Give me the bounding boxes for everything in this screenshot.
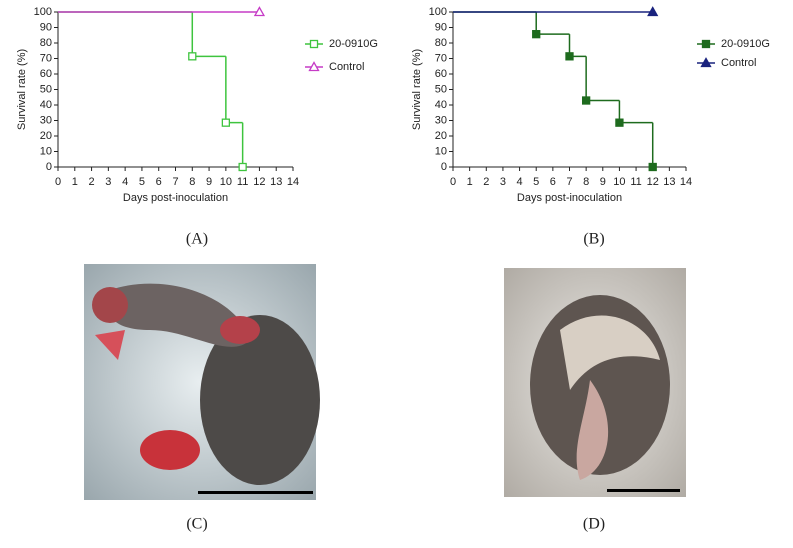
point [615,118,624,127]
y-tick-label: 0 [46,161,52,173]
point [565,52,574,61]
x-tick-label: 11 [237,176,248,188]
x-tick-label: 14 [287,176,299,188]
x-tick-label: 5 [533,176,539,188]
x-tick-label: 1 [72,176,78,188]
x-tick-label: 8 [189,176,195,188]
x-tick-label: 13 [270,176,282,188]
y-tick-label: 30 [40,114,52,126]
point [188,52,197,61]
x-tick-label: 14 [680,176,692,188]
legend-label: Control [329,61,364,73]
point [221,118,231,127]
point [648,162,657,172]
legend-label: 20-0910G [329,38,378,50]
x-tick-label: 7 [566,176,572,188]
y-tick-label: 80 [40,37,52,49]
y-tick-label: 100 [34,6,52,18]
x-axis-label: Days post-inoculation [517,192,622,204]
legend-marker [701,39,711,49]
x-tick-label: 7 [172,176,178,188]
x-tick-label: 6 [550,176,556,188]
legend-marker [700,57,712,68]
x-tick-label: 1 [467,176,473,188]
y-tick-label: 40 [435,99,447,111]
legend-marker [308,61,320,72]
y-tick-label: 40 [40,99,52,111]
x-tick-label: 3 [105,176,111,188]
y-axis-label: Survival rate (%) [16,49,28,130]
point [581,96,591,105]
x-tick-label: 0 [55,176,61,188]
legend-label: 20-0910G [721,38,770,50]
y-tick-label: 50 [435,83,447,95]
x-tick-label: 2 [89,176,95,188]
x-tick-label: 12 [253,176,265,188]
point [253,6,266,17]
y-tick-label: 90 [40,21,52,33]
photo-d [504,268,686,497]
y-tick-label: 80 [435,37,447,49]
y-tick-label: 10 [435,145,447,157]
x-tick-label: 11 [630,176,641,188]
x-axis-label: Days post-inoculation [123,192,228,204]
photo-c [84,264,320,500]
x-tick-label: 13 [663,176,675,188]
x-tick-label: 9 [206,176,212,188]
y-tick-label: 70 [435,52,447,64]
x-tick-label: 10 [613,176,625,188]
legend-marker [309,39,319,49]
y-tick-label: 0 [441,161,447,173]
y-tick-label: 90 [435,21,447,33]
x-tick-label: 9 [600,176,606,188]
y-tick-label: 10 [40,145,52,157]
x-tick-label: 6 [156,176,162,188]
point [532,30,541,39]
x-tick-label: 4 [122,176,128,188]
x-tick-label: 3 [500,176,506,188]
x-tick-label: 4 [517,176,523,188]
point [238,162,247,172]
x-tick-label: 5 [139,176,145,188]
y-tick-label: 20 [40,130,52,142]
point [647,6,659,17]
y-tick-label: 20 [435,130,447,142]
y-tick-label: 30 [435,114,447,126]
x-tick-label: 10 [220,176,232,188]
legend-label: Control [721,57,756,69]
x-tick-label: 8 [583,176,589,188]
panel-label: (D) [583,516,605,533]
x-tick-label: 0 [450,176,456,188]
y-tick-label: 50 [40,83,52,95]
x-tick-label: 12 [647,176,659,188]
y-axis-label: Survival rate (%) [411,49,423,130]
x-tick-label: 2 [483,176,489,188]
y-tick-label: 60 [435,68,447,80]
panel-label: (A) [186,231,208,248]
panel-label: (C) [186,516,207,533]
panel-label: (B) [583,231,604,248]
y-tick-label: 60 [40,68,52,80]
y-tick-label: 100 [429,6,447,18]
y-tick-label: 70 [40,52,52,64]
